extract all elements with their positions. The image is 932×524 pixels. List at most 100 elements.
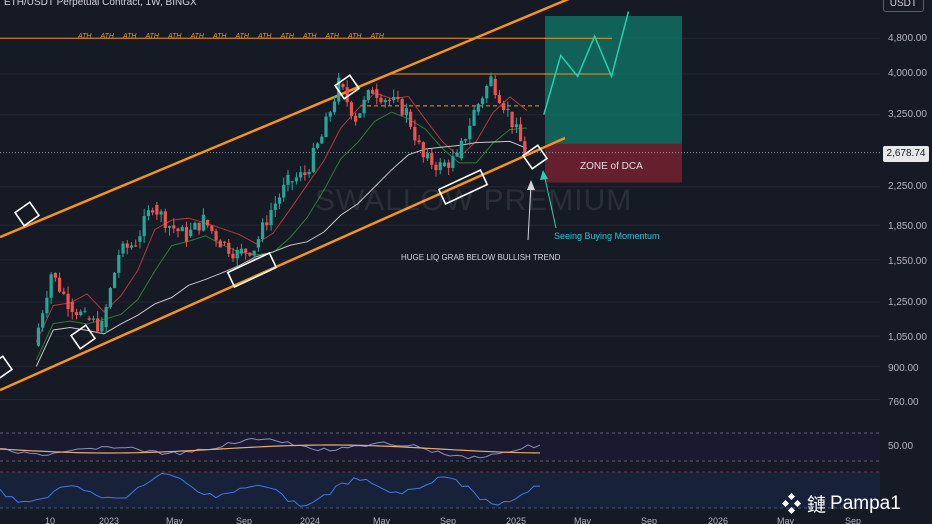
candle-body bbox=[125, 243, 129, 248]
candle-body bbox=[210, 225, 214, 232]
candle-body bbox=[328, 112, 332, 117]
candle-body bbox=[320, 136, 324, 144]
candle-body bbox=[425, 153, 430, 159]
candle-body bbox=[375, 89, 379, 98]
ath-label: ATH bbox=[123, 33, 137, 40]
candle-body bbox=[146, 210, 151, 217]
ath-label: ATH bbox=[100, 33, 114, 40]
candle-body bbox=[256, 239, 260, 248]
candle-body bbox=[345, 87, 349, 103]
ma-long bbox=[35, 140, 528, 367]
candle-body bbox=[413, 126, 417, 141]
candle-body bbox=[227, 242, 231, 254]
candle-body bbox=[286, 174, 290, 185]
ath-label: ATH bbox=[325, 33, 339, 40]
channel-touch-box bbox=[437, 168, 489, 206]
watermark: SWALLOW PREMIUM bbox=[315, 184, 633, 217]
candle-body bbox=[193, 222, 197, 230]
ath-label: ATH bbox=[190, 33, 204, 40]
rsi-band bbox=[0, 432, 880, 461]
candle-body bbox=[142, 216, 146, 237]
candle-body bbox=[231, 253, 235, 259]
candle-body bbox=[455, 152, 459, 157]
candle-body bbox=[315, 143, 320, 148]
candle-body bbox=[396, 96, 400, 99]
brand-logo-icon bbox=[781, 492, 802, 514]
time-tick: May bbox=[574, 516, 592, 524]
candle-body bbox=[129, 245, 134, 248]
candle-body bbox=[100, 321, 104, 332]
candle-body bbox=[235, 249, 239, 259]
candle-body bbox=[138, 236, 142, 242]
candle-body bbox=[421, 142, 425, 158]
candle-body bbox=[400, 98, 404, 116]
candle-body bbox=[459, 140, 463, 159]
candle-body bbox=[36, 327, 41, 346]
candle-body bbox=[206, 219, 210, 226]
candle-body bbox=[163, 211, 167, 228]
price-tick: 1,050.00 bbox=[888, 332, 927, 343]
time-tick: Sep bbox=[236, 516, 253, 524]
candle-body bbox=[480, 98, 485, 105]
candle-body bbox=[506, 109, 510, 111]
candle-body bbox=[83, 310, 87, 312]
candle-body bbox=[493, 78, 497, 95]
liq-grab-label: HUGE LIQ GRAB BELOW BULLISH TREND bbox=[401, 253, 561, 262]
time-tick: Sep bbox=[440, 516, 457, 524]
ath-labels: ATH ATH ATH ATH ATH ATH ATH ATH ATH ATH ATH ATH ATH A… bbox=[78, 33, 393, 40]
candle-body bbox=[489, 76, 493, 87]
candle-body bbox=[370, 90, 375, 94]
candle-body bbox=[438, 162, 442, 171]
candle-body bbox=[244, 248, 248, 253]
brand-glyph: 鏈 bbox=[807, 495, 827, 516]
projection-path bbox=[543, 11, 630, 115]
candle-body bbox=[451, 156, 455, 168]
candle-body bbox=[349, 102, 354, 116]
time-tick: 2026 bbox=[708, 516, 729, 524]
price-tick: 1,250.00 bbox=[888, 297, 927, 308]
candle-body bbox=[91, 318, 96, 320]
candle-body bbox=[332, 101, 337, 113]
candle-body bbox=[463, 139, 468, 141]
dca-zone bbox=[545, 143, 682, 183]
candle-body bbox=[57, 277, 62, 292]
price-tick: 1,550.00 bbox=[888, 256, 927, 267]
candle-body bbox=[468, 125, 472, 140]
candle-body bbox=[430, 153, 434, 165]
candle-body bbox=[108, 287, 112, 308]
time-tick: May bbox=[166, 516, 184, 524]
momentum-arrow bbox=[543, 173, 557, 229]
ma-red bbox=[35, 92, 528, 343]
channel-touch-box bbox=[333, 74, 361, 100]
candle-body bbox=[70, 302, 74, 313]
ath-label: ATH bbox=[168, 33, 182, 40]
rsi-ma-line bbox=[0, 444, 541, 454]
candle-body bbox=[417, 140, 421, 143]
candle-body bbox=[104, 307, 108, 328]
channel-upper-line bbox=[0, 0, 570, 239]
time-tick: 10 bbox=[45, 516, 56, 524]
candle-body bbox=[392, 96, 396, 101]
currency-button[interactable]: USDT bbox=[882, 0, 924, 12]
candle-body bbox=[218, 240, 222, 248]
candle-body bbox=[265, 222, 269, 226]
candle-body bbox=[485, 86, 489, 99]
candle-body bbox=[45, 297, 49, 314]
price-tick: 2,250.00 bbox=[888, 181, 927, 192]
candle-body bbox=[248, 252, 252, 256]
price-tick: 760.00 bbox=[888, 397, 919, 408]
momentum-arrow-head bbox=[540, 170, 548, 180]
candle-body bbox=[180, 227, 184, 232]
candle-body bbox=[197, 222, 201, 231]
time-tick: May bbox=[373, 516, 391, 524]
candle-body bbox=[442, 162, 447, 167]
candle-body bbox=[299, 172, 303, 178]
candle-body bbox=[324, 116, 328, 138]
momentum-label: Seeing Buying Momentum bbox=[554, 231, 660, 241]
channel-touch-box bbox=[521, 144, 549, 170]
profit-zone bbox=[545, 16, 682, 144]
candle-body bbox=[260, 222, 265, 240]
time-tick: 2023 bbox=[99, 516, 120, 524]
